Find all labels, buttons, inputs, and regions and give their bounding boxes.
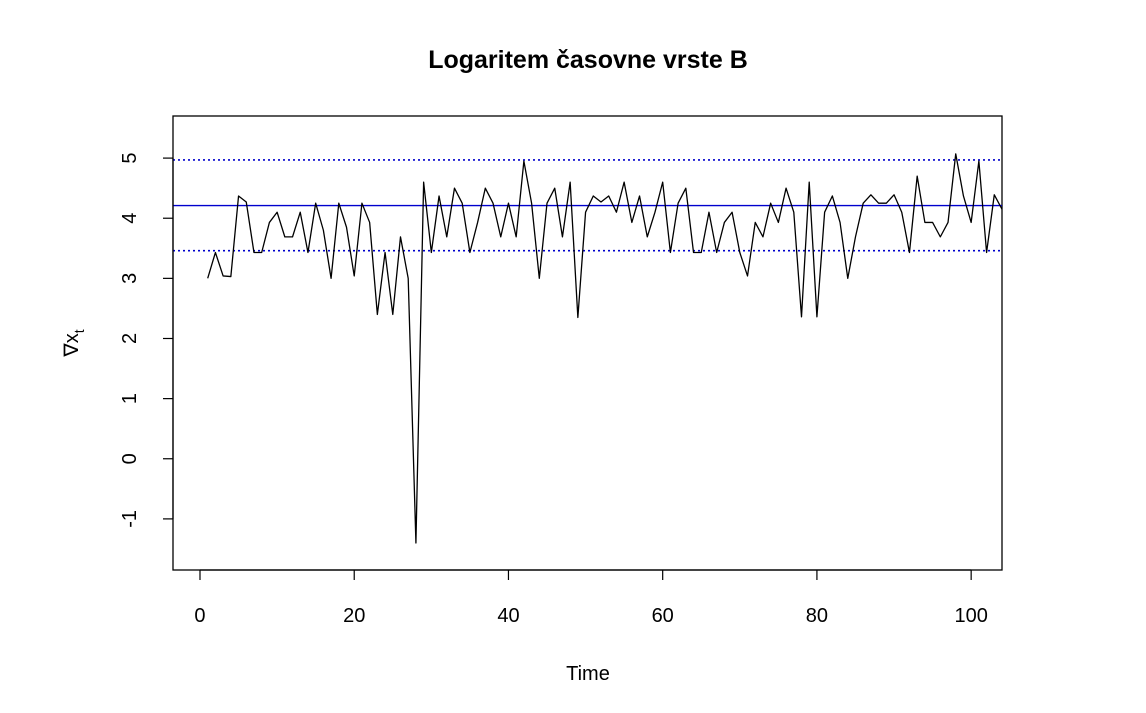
x-tick-label: 100 <box>954 605 987 627</box>
y-tick-label: 2 <box>119 333 141 344</box>
x-tick-label: 40 <box>497 605 519 627</box>
y-tick-label: -1 <box>119 510 141 528</box>
y-tick-label: 3 <box>119 273 141 284</box>
plot-area-frame <box>172 115 1003 571</box>
reference-lines <box>173 159 1002 252</box>
y-tick-label: 0 <box>119 453 141 464</box>
x-axis: 0 20 40 60 80 100 <box>194 569 988 627</box>
x-tick-label: 0 <box>194 605 205 627</box>
y-axis: -1 0 1 2 3 4 5 <box>119 153 174 528</box>
series-line-0 <box>207 153 1003 544</box>
x-axis-title: Time <box>566 663 610 685</box>
y-axis-title-subscript: t <box>71 329 87 333</box>
y-axis-title-main: ∇x <box>61 333 83 357</box>
y-tick-label: 1 <box>119 393 141 404</box>
series-layer <box>207 153 1003 544</box>
x-tick-label: 20 <box>343 605 365 627</box>
chart-title: Logaritem časovne vrste B <box>428 46 748 74</box>
x-tick-label: 80 <box>806 605 828 627</box>
y-axis-title: ∇xt <box>61 329 87 357</box>
x-tick-label: 60 <box>652 605 674 627</box>
y-tick-label: 5 <box>119 153 141 164</box>
y-tick-label: 4 <box>119 213 141 224</box>
